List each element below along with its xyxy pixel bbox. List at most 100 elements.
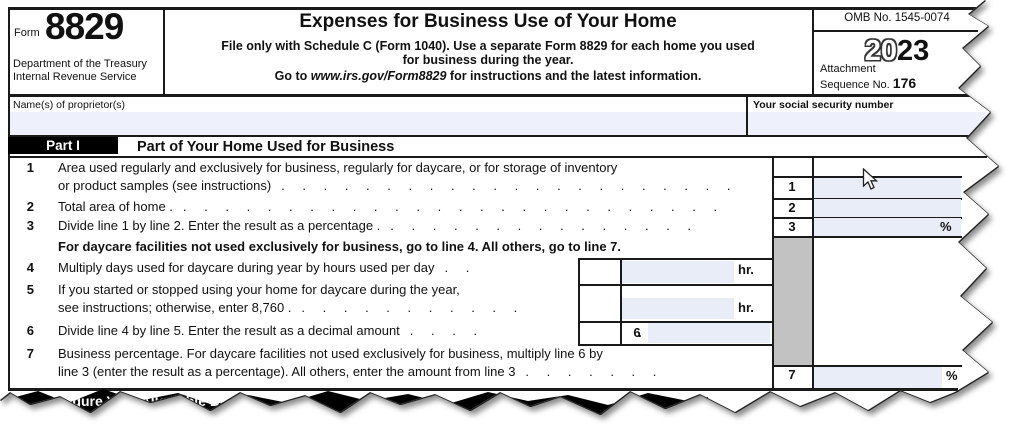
divider-ombbox — [812, 8, 814, 96]
goto-url-link[interactable]: www.irs.gov/Form8829 — [310, 69, 447, 83]
border-left — [8, 7, 10, 390]
ssn-label: Your social security number — [753, 99, 894, 111]
line3-percent-unit: % — [940, 219, 952, 234]
line6-decimal-field[interactable] — [648, 323, 770, 343]
form-word: Form — [14, 27, 40, 39]
line3-label: Divide line 1 by line 2. Enter the resul… — [58, 218, 381, 233]
line4-text: Multiply days used for daycare during ye… — [58, 260, 573, 276]
line5-hr-unit: hr. — [738, 300, 754, 315]
attachment-line1: Attachment — [820, 63, 876, 75]
part1-title: Part of Your Home Used for Business — [137, 139, 395, 155]
line2-number: 2 — [26, 199, 34, 214]
line7-text1: Business percentage. For daycare facilit… — [58, 346, 603, 361]
border-bottom — [8, 388, 958, 391]
innerbox-num-rule — [620, 258, 622, 344]
line5-dot-leader: . . . . . . . . . . . — [301, 300, 518, 315]
line2-amount-field[interactable] — [813, 199, 961, 217]
goto-line: Go to www.irs.gov/Form8829 for instructi… — [170, 69, 806, 85]
line3-box-number: 3 — [788, 219, 796, 234]
line6-number: 6 — [26, 323, 34, 338]
line5-text1: If you started or stopped using your hom… — [58, 282, 460, 297]
line3-amount-field[interactable] — [813, 218, 961, 236]
line3-text: Divide line 1 by line 2. Enter the resul… — [58, 218, 768, 234]
ssn-divider — [746, 96, 748, 136]
line2-dot-leader: . . . . . . . . . . . . . . . . . . . . … — [182, 199, 718, 214]
part1-underline — [8, 156, 987, 158]
omb-underline — [812, 30, 978, 32]
year-outline-part: 20 — [864, 35, 897, 67]
line3-number: 3 — [26, 218, 34, 233]
sequence-label: Sequence No. — [820, 79, 893, 91]
shaded-column — [774, 237, 812, 365]
part1-bar: Part I — [8, 137, 118, 154]
line7-number: 7 — [26, 346, 34, 361]
line7-dot-leader: . . . . . . . — [525, 364, 657, 379]
year-bold-part: 23 — [897, 35, 930, 67]
torn-part2-fragment: Figure Your Allowable Ded — [60, 393, 237, 409]
line6-label: Divide line 4 by line 5. Enter the resul… — [58, 323, 400, 338]
subtitle-line2: for business during the year. — [402, 53, 574, 67]
line5-text2: see instructions; otherwise, enter 8,760… — [58, 300, 573, 316]
torn-part2-bar: Figure Your Allowable Ded — [8, 389, 708, 414]
line7-box-number: 7 — [788, 367, 796, 382]
line7-amount-field[interactable] — [813, 366, 942, 388]
numcol-left-rule — [772, 156, 774, 389]
line4-hr-unit: hr. — [738, 262, 754, 277]
row1-bottom-rule — [772, 198, 962, 200]
line6-dot-leader: . . . . — [409, 323, 478, 338]
line7-percent-unit: % — [946, 368, 958, 383]
line2-text: Total area of home . . . . . . . . . . . … — [58, 199, 768, 215]
line2-box-number: 2 — [788, 200, 796, 215]
line1-box-number: 1 — [788, 179, 796, 194]
name-label: Name(s) of proprietor(s) — [13, 99, 126, 111]
line6-decimal-point: . — [638, 325, 642, 340]
part1-label: Part I — [46, 138, 80, 153]
numcol-right-rule — [812, 156, 814, 389]
line4-label: Multiply days used for daycare during ye… — [58, 260, 435, 275]
omb-number: OMB No. 1545-0074 — [844, 12, 950, 24]
line1-dot-leader: . . . . . . . . . . . . . . . . . . . . … — [281, 178, 731, 193]
innerbox-row4-rule — [578, 284, 773, 286]
line6-box-number: 6 — [633, 325, 641, 340]
row2-bottom-rule — [772, 217, 962, 219]
form-title: Expenses for Business Use of Your Home — [299, 11, 677, 32]
subtitle-line1: File only with Schedule C (Form 1040). U… — [221, 39, 755, 53]
line7-text2: line 3 (enter the result as a percentage… — [58, 364, 768, 380]
line1-amount-field[interactable] — [813, 177, 961, 198]
daycare-note: For daycare facilities not used exclusiv… — [58, 239, 621, 254]
line5-text2-label: see instructions; otherwise, enter 8,760… — [58, 300, 292, 315]
border-top — [8, 7, 987, 10]
agency-line2: Internal Revenue Service — [13, 71, 137, 83]
innerbox-top-rule — [578, 258, 773, 260]
line4-dot-leader: . . — [444, 260, 470, 275]
line4-number: 4 — [26, 260, 34, 275]
mouse-cursor-icon — [862, 168, 879, 190]
innerbox-bottom-rule — [578, 344, 773, 346]
name-row-bottom-rule — [8, 135, 988, 137]
divider-formbox — [163, 8, 165, 96]
row3-bottom-rule — [772, 236, 962, 238]
line1-text1: Area used regularly and exclusively for … — [58, 160, 618, 175]
innerbox-row5-rule — [578, 321, 773, 323]
innerbox-left-rule — [578, 258, 580, 344]
line1-number: 1 — [26, 160, 34, 175]
line4-hours-field[interactable] — [622, 260, 734, 283]
line1-text2: or product samples (see instructions) . .… — [58, 178, 768, 194]
line5-number: 5 — [26, 282, 34, 297]
line3-dot-leader: . . . . . . . . . . . . . . . — [390, 218, 692, 233]
attachment-line2: Sequence No. 176 — [820, 75, 916, 92]
line2-label: Total area of home . — [58, 199, 173, 214]
line7-text2-label: line 3 (enter the result as a percentage… — [58, 364, 516, 379]
line5-hours-field[interactable] — [622, 298, 734, 319]
form-number: 8829 — [45, 6, 124, 47]
row7-top-rule — [772, 365, 962, 367]
agency-line1: Department of the Treasury — [13, 58, 147, 70]
sequence-number: 176 — [892, 75, 917, 91]
line6-text: Divide line 4 by line 5. Enter the resul… — [58, 323, 573, 339]
goto-prefix: Go to — [274, 69, 311, 83]
line1-text2-label: or product samples (see instructions) — [58, 178, 272, 193]
name-ssn-fill-band — [10, 112, 986, 135]
